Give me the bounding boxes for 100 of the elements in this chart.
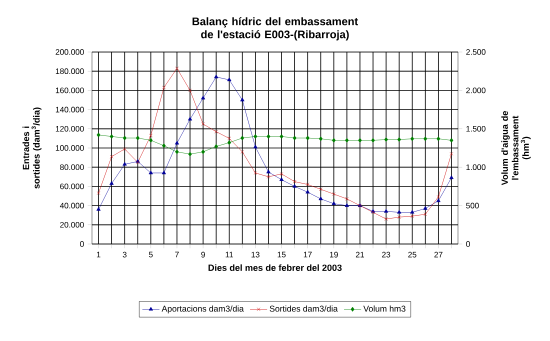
- point: [174, 140, 180, 145]
- y2-tick-label: 1.000: [466, 164, 486, 170]
- point: [175, 66, 179, 70]
- point: [149, 134, 153, 138]
- y-tick-label: 200.000: [56, 49, 84, 55]
- point: [122, 147, 126, 151]
- point: [240, 98, 244, 102]
- point: [318, 188, 323, 192]
- point: [240, 136, 244, 140]
- point: [345, 138, 349, 143]
- point: [96, 132, 100, 138]
- y2-tick-label: 2.500: [466, 49, 486, 55]
- x-tick-label: 3: [122, 252, 127, 258]
- point: [201, 122, 205, 126]
- x-tick-label: 11: [226, 252, 234, 258]
- point: [410, 214, 414, 218]
- x-tick-label: 17: [304, 252, 312, 258]
- point: [280, 172, 284, 176]
- x-tick-label: 27: [434, 252, 442, 258]
- point: [201, 96, 206, 100]
- point: [397, 210, 402, 214]
- x-tick-label: 7: [175, 252, 179, 258]
- point: [384, 208, 388, 213]
- point: [254, 134, 258, 139]
- y-tick-label: 100.000: [56, 145, 84, 151]
- y2-tick-label: 1.500: [466, 126, 486, 132]
- point: [436, 195, 440, 199]
- point: [449, 175, 454, 180]
- y-tick-label: 20.000: [60, 222, 84, 228]
- point: [175, 149, 179, 154]
- point: [292, 136, 296, 140]
- point: [214, 130, 218, 134]
- point: [188, 116, 192, 121]
- y-tick-label: 140.000: [56, 106, 84, 112]
- point: [266, 134, 270, 139]
- point: [110, 181, 114, 185]
- point: [358, 138, 362, 143]
- point: [384, 137, 388, 142]
- chart-title: Balanç hídric del embassament de l'estació E003-(Ribarroja): [192, 17, 358, 40]
- point: [201, 149, 205, 154]
- point: [240, 150, 244, 154]
- point: [424, 212, 428, 216]
- point: [227, 136, 232, 140]
- point: [371, 138, 375, 143]
- legend-label: Sortides dam3/dia: [270, 305, 338, 312]
- y-tick-label: 40.000: [60, 202, 84, 208]
- point: [148, 170, 153, 174]
- point: [423, 206, 428, 210]
- point: [266, 175, 270, 179]
- point: [332, 201, 336, 205]
- point: [110, 134, 114, 139]
- y-tick-label: 160.000: [56, 88, 84, 94]
- point: [306, 190, 310, 194]
- point: [254, 171, 258, 175]
- point: [450, 138, 454, 143]
- point: [292, 184, 297, 188]
- point: [279, 177, 284, 181]
- legend-label: Aportacions dam3/dia: [162, 305, 244, 314]
- point: [306, 182, 310, 186]
- y-tick-label: 60.000: [60, 184, 84, 190]
- point: [345, 197, 349, 201]
- y2-tick-label: 500: [466, 202, 479, 208]
- x-tick-label: 25: [408, 252, 416, 258]
- point: [214, 144, 218, 149]
- x-tick-label: 5: [148, 252, 153, 258]
- point: [122, 162, 127, 166]
- point: [96, 207, 101, 211]
- y-tick-label: 120.000: [56, 126, 84, 132]
- y-tick-label: 0: [80, 241, 84, 247]
- x-axis-title: Dies del mes de febrer del 2003: [208, 264, 342, 271]
- y-tick-label: 80.000: [60, 164, 84, 170]
- point: [188, 88, 192, 92]
- point: [410, 210, 414, 214]
- point: [162, 86, 166, 90]
- point: [162, 143, 166, 148]
- y-tick-label: 180.000: [56, 68, 84, 74]
- point: [253, 144, 258, 148]
- point: [306, 136, 310, 140]
- x-tick-label: 15: [278, 252, 286, 258]
- point: [397, 137, 402, 142]
- x-tick-label: 13: [252, 252, 260, 258]
- point: [162, 170, 166, 174]
- y2-tick-label: 0: [466, 241, 470, 247]
- point: [423, 136, 428, 142]
- point: [136, 136, 140, 140]
- point: [188, 152, 192, 157]
- point: [110, 154, 114, 158]
- point: [148, 138, 153, 143]
- x-tick-label: 9: [201, 252, 205, 258]
- point: [397, 215, 401, 219]
- point: [280, 134, 284, 139]
- point: [292, 180, 296, 184]
- y2-tick-label: 2.000: [466, 88, 486, 94]
- x-tick-label: 23: [382, 252, 390, 258]
- point: [332, 192, 336, 196]
- y-axis-title: Entrades i sortides (dam$^{3}$/dia): [22, 108, 42, 189]
- point: [332, 138, 336, 143]
- x-tick-label: 1: [96, 252, 100, 258]
- legend-label: Volum hm3: [363, 305, 406, 312]
- point: [318, 196, 323, 200]
